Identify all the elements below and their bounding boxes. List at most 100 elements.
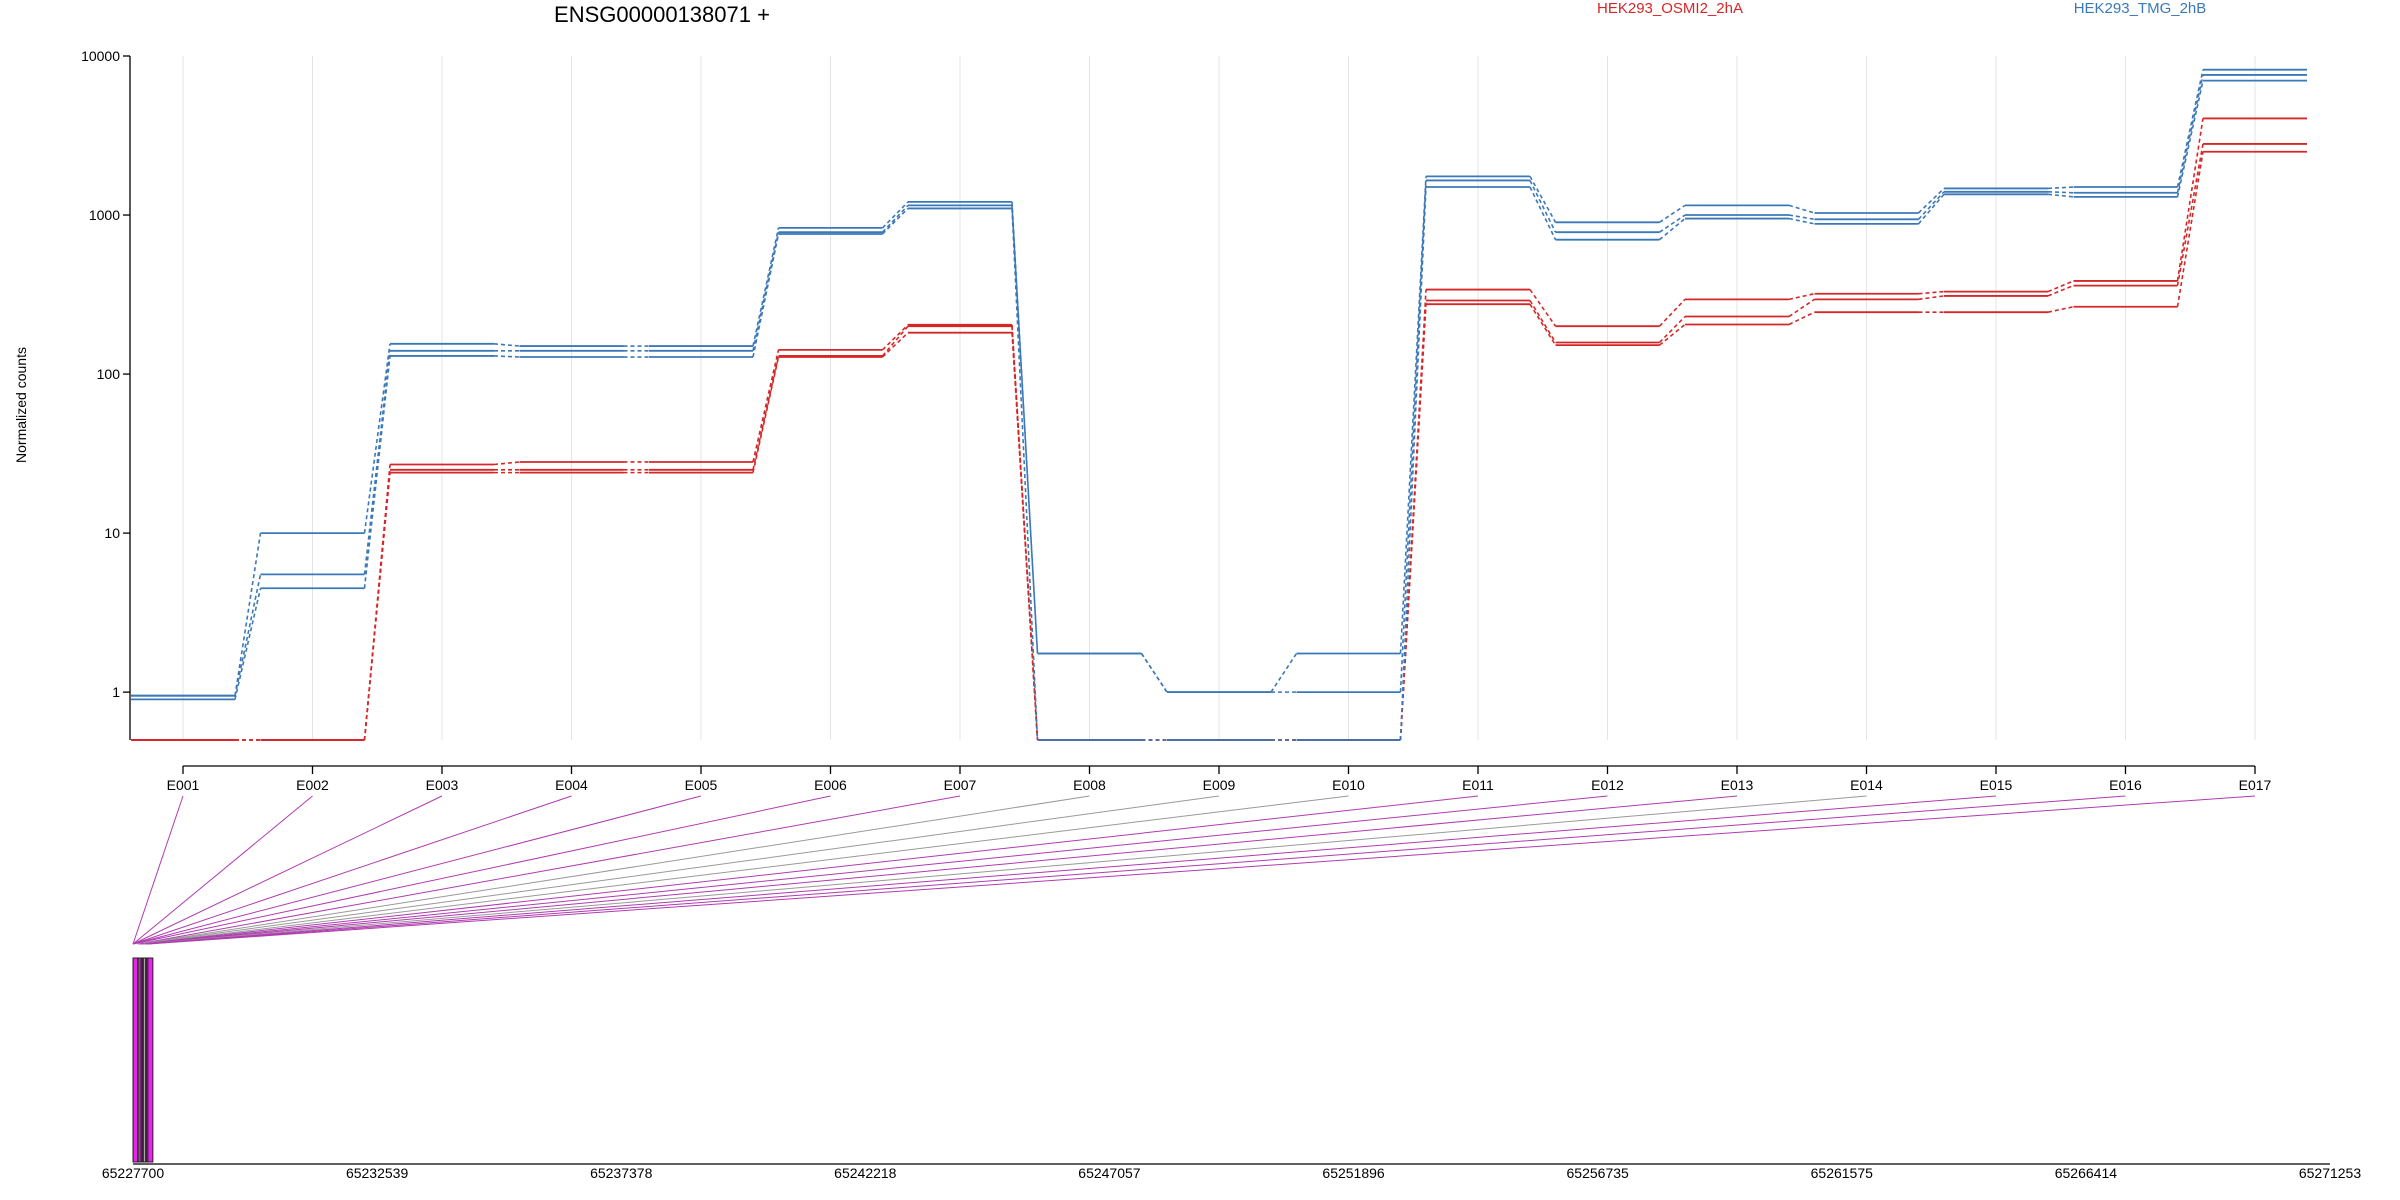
segment-4-11 xyxy=(1659,214,1686,233)
y-tick-label-1: 10 xyxy=(104,525,120,541)
y-axis: 1 10 100 1000 10000 xyxy=(81,48,131,740)
connector-e004 xyxy=(132,795,572,945)
segment-0-4 xyxy=(752,349,780,463)
segment-1-11 xyxy=(1658,315,1686,344)
y-axis-label: Normalized counts xyxy=(13,347,29,463)
x-tick-label-e010: E010 xyxy=(1332,777,1365,793)
segment-0-2 xyxy=(493,461,520,466)
connector-e016 xyxy=(146,795,2126,945)
segment-5-15 xyxy=(2176,80,2204,198)
segment-5-4 xyxy=(752,233,780,358)
segment-1-15 xyxy=(2176,143,2204,286)
segment-3-10 xyxy=(1529,175,1557,223)
x-tick-label-e005: E005 xyxy=(685,777,718,793)
segment-0-14 xyxy=(2047,280,2074,293)
y-tick-label-4: 10000 xyxy=(81,48,120,64)
y-tick-label-2: 100 xyxy=(97,366,121,382)
segment-5-0 xyxy=(234,588,262,700)
genomic-tick-label-0: 65227700 xyxy=(102,1165,165,1181)
segment-1-10 xyxy=(1529,300,1557,343)
connector-e001 xyxy=(132,795,184,945)
segment-4-10 xyxy=(1529,180,1557,233)
segment-4-5 xyxy=(881,204,909,233)
segment-0-11 xyxy=(1658,298,1686,327)
x-tick-label-e013: E013 xyxy=(1721,777,1754,793)
segment-5-6 xyxy=(1011,208,1039,741)
x-tick-label-e008: E008 xyxy=(1073,777,1106,793)
x-tick-label-e004: E004 xyxy=(555,777,588,793)
segment-0-15 xyxy=(2176,118,2204,282)
segment-3-0 xyxy=(234,532,262,696)
connector-e014 xyxy=(143,795,1867,945)
segment-4-13 xyxy=(1917,191,1945,220)
genomic-tick-label-1: 65232539 xyxy=(346,1165,409,1181)
x-tick-label-e009: E009 xyxy=(1203,777,1236,793)
x-tick-label-e012: E012 xyxy=(1591,777,1624,793)
y-tick-label-3: 1000 xyxy=(89,207,120,223)
genomic-tick-label-3: 65242218 xyxy=(834,1165,897,1181)
segment-3-4 xyxy=(752,227,780,347)
segment-5-9 xyxy=(1399,186,1427,741)
connector-e003 xyxy=(132,795,443,945)
gene-model xyxy=(132,957,154,1163)
segment-4-7 xyxy=(1140,653,1168,693)
connector-e017 xyxy=(148,795,2256,945)
segment-2-10 xyxy=(1529,303,1557,346)
x-tick-label-e003: E003 xyxy=(426,777,459,793)
exon-bin-e017 xyxy=(147,957,154,1163)
segment-3-8 xyxy=(1270,653,1298,693)
connector-e013 xyxy=(142,795,1738,945)
connector-e006 xyxy=(132,795,831,945)
segment-4-4 xyxy=(752,232,780,351)
segment-0-10 xyxy=(1529,289,1557,327)
segment-3-12 xyxy=(1788,204,1815,214)
genomic-tick-label-9: 65271253 xyxy=(2299,1165,2362,1181)
segment-5-1 xyxy=(363,355,391,589)
segment-5-14 xyxy=(2047,193,2074,198)
grid xyxy=(182,56,2256,740)
segment-0-5 xyxy=(881,324,909,351)
segment-1-13 xyxy=(1918,295,1945,301)
genomic-tick-label-7: 65261575 xyxy=(1811,1165,1874,1181)
segment-5-11 xyxy=(1658,217,1686,241)
connector-e011 xyxy=(140,795,1479,945)
genomic-tick-label-8: 65266414 xyxy=(2055,1165,2118,1181)
segment-2-9 xyxy=(1399,304,1427,741)
segment-5-13 xyxy=(1917,193,1945,225)
connector-e005 xyxy=(132,795,702,945)
genomic-tick-label-5: 65251896 xyxy=(1322,1165,1385,1181)
segment-5-12 xyxy=(1788,217,1815,225)
segment-1-5 xyxy=(881,325,909,357)
segment-2-1 xyxy=(363,472,391,741)
connector-e002 xyxy=(132,795,313,945)
series-4 xyxy=(131,74,2307,697)
segment-2-5 xyxy=(881,332,909,358)
connector-e008 xyxy=(138,795,1090,945)
segment-4-12 xyxy=(1788,214,1815,221)
y-tick-label-0: 1 xyxy=(112,684,120,700)
segment-3-2 xyxy=(493,342,520,347)
segment-4-9 xyxy=(1399,180,1427,693)
x-tick-label-e011: E011 xyxy=(1462,777,1494,793)
segment-2-11 xyxy=(1658,323,1686,346)
genomic-axis: 65227700 65232539 65237378 65242218 65247057… xyxy=(102,1163,2362,1181)
segment-4-6 xyxy=(1011,205,1039,654)
x-tick-label-e001: E001 xyxy=(167,777,200,793)
x-axis: E001 E002 E003 E004 E005 E006 E007 E008 E009 E010… xyxy=(167,765,2272,793)
genomic-tick-label-6: 65256735 xyxy=(1567,1165,1630,1181)
segment-2-12 xyxy=(1788,311,1815,326)
segment-2-14 xyxy=(2047,305,2074,313)
connector-e015 xyxy=(145,795,1997,945)
legend-entry-1: HEK293_TMG_2hB xyxy=(2074,0,2207,17)
connector-e010 xyxy=(139,795,1349,945)
legend: HEK293_OSMI2_2hA HEK293_TMG_2hB xyxy=(1597,0,2206,17)
genomic-tick-label-4: 65247057 xyxy=(1078,1165,1141,1181)
segment-1-14 xyxy=(2047,284,2074,297)
segment-5-5 xyxy=(881,207,909,235)
x-tick-label-e014: E014 xyxy=(1850,777,1883,793)
x-tick-label-e017: E017 xyxy=(2239,777,2272,793)
segment-3-15 xyxy=(2176,69,2204,188)
segment-3-1 xyxy=(363,343,391,534)
connector-e009 xyxy=(138,795,1220,945)
